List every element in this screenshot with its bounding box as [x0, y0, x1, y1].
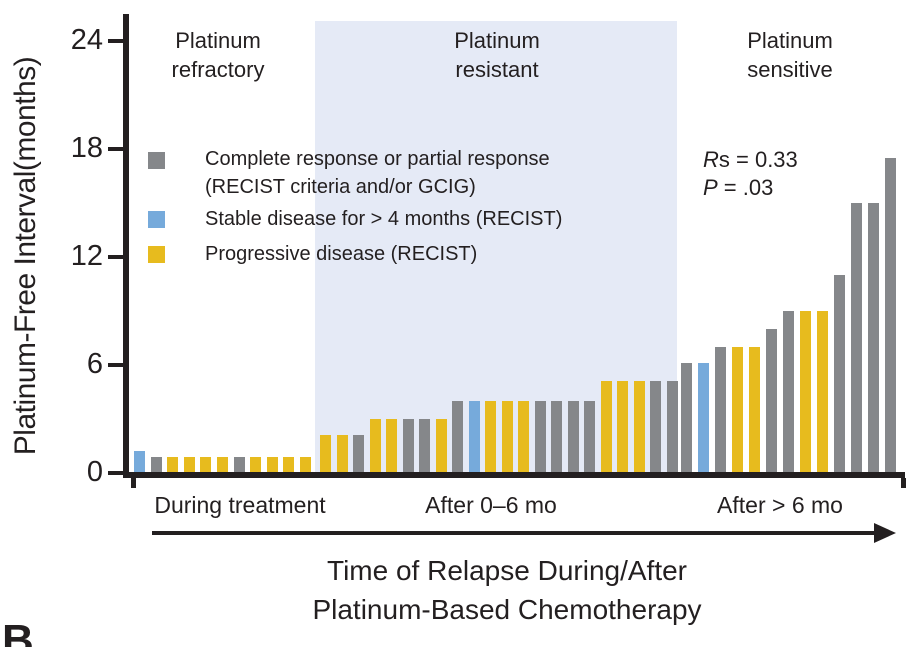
bar	[749, 347, 760, 476]
bar	[435, 419, 447, 476]
bar	[233, 456, 245, 476]
y-axis-line	[123, 14, 129, 478]
y-tick-label: 0	[86, 456, 103, 488]
platinum-resistant-shade	[315, 21, 677, 472]
x-axis-right-tick	[901, 478, 906, 488]
legend-label-progressive-disease: Progressive disease (RECIST)	[205, 243, 478, 265]
bar	[817, 311, 828, 476]
y-tick	[108, 471, 124, 475]
legend-swatch-stable-disease	[148, 211, 165, 228]
bar	[633, 381, 645, 476]
x-group-label: After > 6 mo	[717, 492, 843, 518]
stats-annotation: Rs = 0.33 P = .03	[703, 146, 798, 202]
y-tick	[108, 147, 124, 151]
bar	[551, 401, 562, 476]
bar	[266, 456, 278, 476]
bar	[732, 347, 743, 476]
bar	[283, 456, 295, 476]
bar	[600, 381, 612, 476]
bar	[518, 401, 529, 476]
bar	[183, 456, 195, 476]
bar	[402, 419, 414, 476]
bar	[468, 401, 480, 476]
legend-label-complete-response-line2: (RECIST criteria and/or GCIG)	[205, 176, 476, 198]
bar	[419, 419, 430, 476]
bar	[783, 311, 794, 476]
x-group-label: After 0–6 mo	[425, 492, 557, 518]
bar	[666, 381, 678, 476]
bar	[885, 158, 896, 476]
bar	[150, 456, 162, 476]
panel-label: B	[2, 616, 34, 647]
bar	[800, 311, 811, 476]
x-arrow-head-icon	[874, 523, 896, 543]
region-label: Platinum sensitive	[747, 28, 833, 82]
bar	[681, 363, 692, 476]
bar	[851, 203, 862, 476]
y-tick-label: 6	[86, 348, 103, 380]
y-tick	[108, 255, 124, 259]
bar	[834, 275, 845, 476]
y-tick-label: 18	[70, 132, 103, 164]
x-axis-title: Time of Relapse During/After Platinum-Ba…	[167, 551, 847, 629]
bar	[452, 401, 463, 476]
bar	[501, 401, 513, 476]
bar	[715, 347, 726, 476]
x-axis-line	[123, 472, 905, 478]
stats-p: P = .03	[703, 175, 774, 200]
bar	[200, 456, 212, 476]
bar	[134, 451, 145, 476]
bar	[698, 363, 709, 476]
bar	[567, 401, 579, 476]
region-label: Platinum resistant	[454, 28, 540, 82]
stats-rs: Rs = 0.33	[703, 147, 798, 172]
bar	[369, 419, 381, 476]
x-axis-left-tick	[131, 478, 136, 488]
legend-label-stable-disease: Stable disease for > 4 months (RECIST)	[205, 208, 563, 230]
bar	[336, 435, 348, 476]
bar	[300, 456, 311, 476]
bar	[868, 203, 879, 476]
y-tick-label: 12	[70, 240, 103, 272]
bar	[766, 329, 777, 476]
y-tick	[108, 363, 124, 367]
bar	[584, 401, 595, 476]
legend-label-complete-response-line1: Complete response or partial response	[205, 148, 550, 170]
y-tick-label: 24	[70, 24, 103, 56]
bar	[386, 419, 397, 476]
legend-swatch-complete-response	[148, 152, 165, 169]
y-tick	[108, 39, 124, 43]
bar	[320, 435, 331, 476]
x-arrow-line	[152, 531, 874, 535]
bar	[534, 401, 546, 476]
bar	[353, 435, 364, 476]
region-label: Platinum refractory	[171, 28, 265, 82]
bar	[485, 401, 496, 476]
bar	[250, 456, 262, 476]
bar	[650, 381, 661, 476]
bar	[167, 456, 179, 476]
bar	[617, 381, 628, 476]
bar	[217, 456, 228, 476]
x-group-label: During treatment	[154, 492, 326, 518]
legend-swatch-progressive-disease	[148, 246, 165, 263]
y-axis-label: Platinum-Free Interval(months)	[9, 56, 42, 456]
x-axis-title-line2: Platinum-Based Chemotherapy	[312, 594, 702, 625]
x-axis-title-line1: Time of Relapse During/After	[327, 555, 687, 586]
